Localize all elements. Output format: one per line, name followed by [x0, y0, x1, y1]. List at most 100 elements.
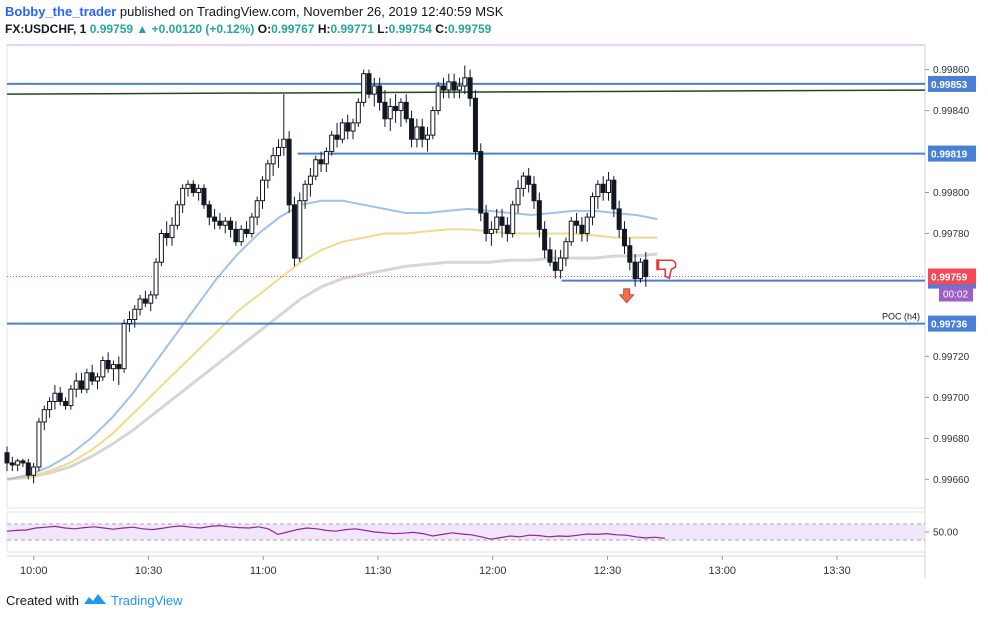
candle: [31, 466, 37, 476]
candle: [329, 134, 335, 153]
moving-average-yellow: [6, 228, 658, 481]
candle: [89, 372, 95, 382]
candle: [137, 298, 143, 310]
candle: [217, 220, 223, 226]
candle: [174, 204, 180, 226]
candle: [419, 126, 425, 140]
candle: [323, 151, 329, 165]
author-name[interactable]: Bobby_the_trader: [5, 4, 117, 19]
candle: [579, 224, 585, 234]
candle: [531, 183, 537, 202]
tradingview-logo-icon[interactable]: [83, 592, 107, 609]
candle: [307, 175, 313, 185]
candle: [286, 138, 292, 206]
low-label: L:: [377, 22, 389, 36]
candle: [542, 228, 548, 251]
candle: [270, 155, 276, 165]
close-label: C:: [435, 22, 448, 36]
x-tick-label: 10:00: [20, 565, 48, 577]
rsi-line: [6, 524, 665, 540]
candle: [621, 228, 627, 247]
candle: [515, 187, 521, 206]
candle: [180, 187, 186, 206]
candle: [504, 224, 510, 234]
level-price-tag: 0.99819: [931, 150, 968, 161]
x-tick-label: 10:30: [135, 565, 163, 577]
y-tick-label: 0.99660: [933, 475, 970, 486]
y-tick-label: 0.99860: [933, 65, 970, 76]
level-price-tag: 0.99736: [931, 320, 968, 331]
candle: [185, 183, 191, 189]
candle: [616, 208, 622, 230]
level-price-tag-bg: [928, 75, 976, 92]
candle: [371, 85, 377, 95]
candle: [520, 175, 526, 189]
candle: [313, 159, 319, 177]
thumbs-down-icon[interactable]: [656, 259, 677, 280]
rsi-tick-label: 50.00: [933, 528, 958, 539]
candle: [345, 122, 351, 132]
candle: [387, 105, 393, 120]
candle: [627, 245, 633, 263]
candle: [483, 212, 489, 234]
high-value: 0.99771: [330, 22, 374, 36]
candle: [446, 81, 452, 91]
candle: [126, 319, 132, 325]
published-text: published on TradingView.com, November 2…: [119, 4, 504, 19]
candle: [456, 85, 462, 91]
y-tick-label: 0.99720: [933, 352, 970, 363]
candle: [643, 259, 649, 278]
candle: [425, 134, 431, 140]
candle: [499, 216, 505, 226]
close-value: 0.99759: [447, 22, 492, 36]
candle: [105, 359, 111, 370]
level-price-tag: 0.99853: [931, 80, 968, 91]
candle: [637, 261, 643, 280]
tradingview-brand[interactable]: TradingView: [110, 593, 183, 608]
candle: [94, 376, 100, 382]
candle: [265, 163, 271, 181]
publication-info: Bobby_the_trader published on TradingVie…: [5, 4, 503, 19]
candle: [355, 101, 361, 124]
candle: [41, 409, 47, 423]
sell-arrow-icon[interactable]: [618, 288, 635, 304]
x-tick-label: 11:30: [365, 565, 392, 577]
candle: [4, 452, 10, 464]
candle: [15, 460, 21, 466]
x-tick-label: 13:30: [823, 565, 851, 577]
candle: [260, 179, 266, 202]
candle: [20, 460, 26, 464]
candle: [510, 204, 516, 234]
candle: [110, 364, 116, 370]
candle: [121, 323, 127, 370]
candle: [478, 151, 484, 214]
candle: [334, 134, 340, 140]
candle: [206, 204, 212, 218]
trend-line[interactable]: [6, 89, 926, 95]
candle: [100, 359, 106, 378]
candle: [63, 400, 69, 407]
y-tick-label: 0.99700: [933, 393, 970, 404]
candle: [228, 220, 234, 230]
candle: [600, 183, 606, 194]
candle: [57, 392, 63, 402]
candle: [366, 73, 372, 95]
candle: [547, 249, 553, 263]
candle: [435, 85, 441, 112]
open-value: 0.99767: [271, 22, 315, 36]
y-tick-label: 0.99780: [933, 229, 970, 240]
candle: [222, 220, 228, 226]
y-tick-label: 0.99800: [933, 188, 970, 199]
candle: [281, 138, 287, 148]
candle: [430, 110, 436, 136]
level-price-tag-bg: [928, 145, 976, 162]
candle: [132, 308, 138, 321]
candle: [318, 159, 324, 165]
candle: [467, 77, 473, 99]
candle: [73, 380, 79, 390]
candle: [632, 261, 638, 280]
x-tick-label: 13:00: [709, 565, 737, 577]
countdown-tag-bg: [939, 286, 973, 302]
candle: [233, 228, 239, 243]
